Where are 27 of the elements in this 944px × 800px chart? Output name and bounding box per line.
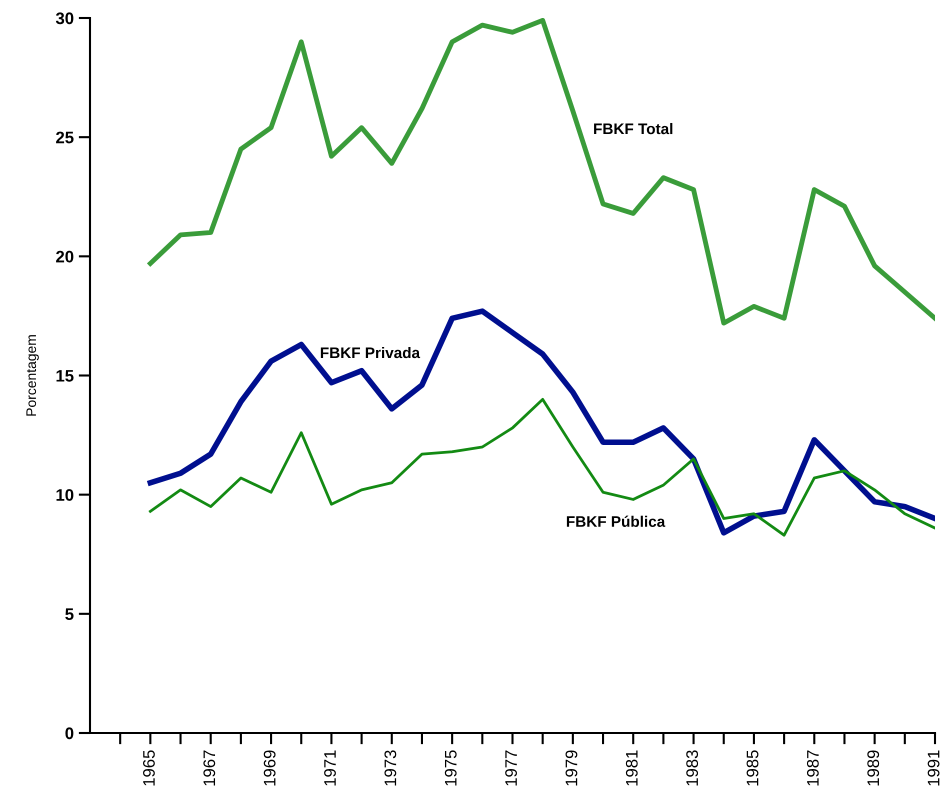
y-tick-label: 15 xyxy=(56,370,74,382)
y-tick-label: 30 xyxy=(56,12,74,24)
x-tick-label: 1985 xyxy=(746,750,758,786)
y-tick-label: 5 xyxy=(65,608,74,620)
x-tick-label: 1977 xyxy=(505,750,517,786)
x-tick-label: 1979 xyxy=(566,750,578,786)
x-tick-label: 1965 xyxy=(143,750,155,786)
x-tick-label: 1967 xyxy=(203,750,216,786)
y-tick-label: 0 xyxy=(65,727,74,740)
y-axis-title: Porcentagem xyxy=(26,335,39,416)
x-tick-label: 1991 xyxy=(928,750,940,786)
x-tick-label: 1971 xyxy=(324,750,336,786)
line-series xyxy=(148,18,935,326)
y-tick-label: 20 xyxy=(56,250,74,263)
x-tick-label: 1981 xyxy=(626,750,638,786)
series-label: FBKF Privada xyxy=(320,346,420,358)
line-series xyxy=(148,398,935,537)
x-tick-label: 1987 xyxy=(806,750,819,786)
series-label: FBKF Total xyxy=(594,122,672,134)
x-tick-label: 1975 xyxy=(444,750,457,786)
y-tick-label: 25 xyxy=(56,132,74,144)
x-tick-label: 1989 xyxy=(867,750,880,786)
y-tick-label: 10 xyxy=(56,489,74,501)
series-label: FBKF Pública xyxy=(566,516,666,527)
x-tick-label: 1973 xyxy=(384,750,396,786)
x-tick-label: 1983 xyxy=(686,750,698,786)
x-tick-label: 1969 xyxy=(264,750,276,786)
